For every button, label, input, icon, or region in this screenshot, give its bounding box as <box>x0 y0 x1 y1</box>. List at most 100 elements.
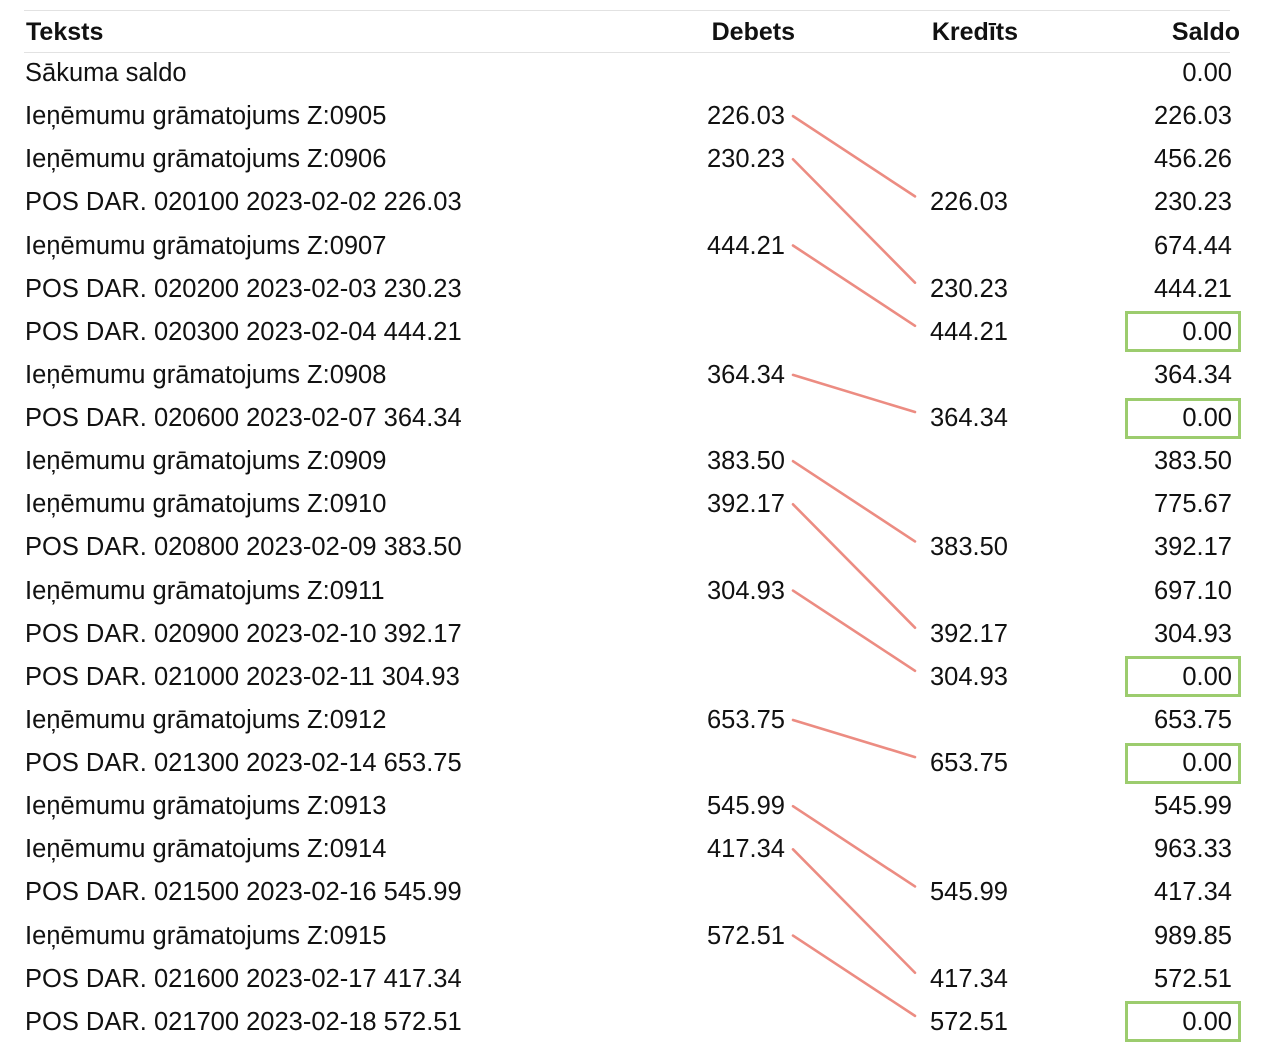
row-text: Ieņēmumu grāmatojums Z:0915 <box>25 921 387 950</box>
table-row: Ieņēmumu grāmatojums Z:0912 653.75 653.75 <box>0 700 1270 740</box>
row-text: POS DAR. 021300 2023-02-14 653.75 <box>25 749 462 778</box>
row-balance: 0.00 <box>1182 1007 1232 1036</box>
table-row: Ieņēmumu grāmatojums Z:0913 545.99 545.99 <box>0 786 1270 826</box>
table-row: POS DAR. 021500 2023-02-16 545.99 545.99 4… <box>0 872 1270 912</box>
row-debit <box>640 1002 785 1042</box>
row-text: Ieņēmumu grāmatojums Z:0911 <box>25 576 385 605</box>
row-credit <box>862 916 1008 956</box>
table-row: POS DAR. 021300 2023-02-14 653.75 653.75 0… <box>0 742 1270 784</box>
top-divider <box>24 10 1230 11</box>
table-row: POS DAR. 021600 2023-02-17 417.34 417.34 5… <box>0 959 1270 999</box>
row-text: Ieņēmumu grāmatojums Z:0908 <box>25 360 387 389</box>
row-credit <box>862 484 1008 524</box>
row-debit <box>640 182 785 222</box>
row-credit <box>862 96 1008 136</box>
row-text: Ieņēmumu grāmatojums Z:0912 <box>25 705 387 734</box>
header-divider <box>24 52 1230 53</box>
row-debit <box>640 53 785 93</box>
row-debit <box>640 312 785 352</box>
row-debit: 392.17 <box>707 490 785 519</box>
table-row: Ieņēmumu grāmatojums Z:0909 383.50 383.50 <box>0 441 1270 481</box>
row-balance: 0.00 <box>1182 662 1232 691</box>
row-balance: 444.21 <box>1154 274 1232 303</box>
table-row: POS DAR. 020800 2023-02-09 383.50 383.50 3… <box>0 527 1270 567</box>
row-credit <box>862 226 1008 266</box>
row-balance: 697.10 <box>1154 576 1232 605</box>
row-text: Ieņēmumu grāmatojums Z:0906 <box>25 145 387 174</box>
row-text: Ieņēmumu grāmatojums Z:0913 <box>25 792 387 821</box>
row-text: POS DAR. 020100 2023-02-02 226.03 <box>25 188 462 217</box>
row-debit <box>640 269 785 309</box>
row-credit: 230.23 <box>930 274 1008 303</box>
row-balance: 392.17 <box>1154 533 1232 562</box>
table-row: Ieņēmumu grāmatojums Z:0905 226.03 226.03 <box>0 96 1270 136</box>
row-debit <box>640 743 785 783</box>
row-balance: 456.26 <box>1154 145 1232 174</box>
table-row: Ieņēmumu grāmatojums Z:0908 364.34 364.34 <box>0 355 1270 395</box>
row-debit <box>640 959 785 999</box>
row-text: Sākuma saldo <box>25 59 187 87</box>
row-balance: 226.03 <box>1154 102 1232 131</box>
row-credit <box>862 355 1008 395</box>
row-debit <box>640 657 785 697</box>
row-debit: 226.03 <box>707 102 785 131</box>
table-row: Ieņēmumu grāmatojums Z:0910 392.17 775.67 <box>0 484 1270 524</box>
row-debit: 364.34 <box>707 360 785 389</box>
row-balance: 0.00 <box>1182 59 1232 87</box>
row-credit <box>862 571 1008 611</box>
row-credit: 392.17 <box>930 619 1008 648</box>
row-credit <box>862 53 1008 93</box>
row-text: POS DAR. 020600 2023-02-07 364.34 <box>25 404 462 433</box>
row-credit: 545.99 <box>930 878 1008 907</box>
row-balance: 572.51 <box>1154 964 1232 993</box>
row-credit <box>862 829 1008 869</box>
row-credit: 572.51 <box>930 1007 1008 1036</box>
row-text: POS DAR. 021000 2023-02-11 304.93 <box>25 662 460 691</box>
row-debit: 572.51 <box>707 921 785 950</box>
row-debit <box>640 872 785 912</box>
table-row: Ieņēmumu grāmatojums Z:0915 572.51 989.85 <box>0 916 1270 956</box>
table-row: POS DAR. 020200 2023-02-03 230.23 230.23 4… <box>0 269 1270 309</box>
table-row: Sākuma saldo 0.00 <box>0 53 1270 93</box>
row-credit: 364.34 <box>930 404 1008 433</box>
row-balance: 0.00 <box>1182 404 1232 433</box>
row-debit: 304.93 <box>707 576 785 605</box>
row-text: Ieņēmumu grāmatojums Z:0909 <box>25 447 387 476</box>
table-row: POS DAR. 021000 2023-02-11 304.93 304.93 0… <box>0 656 1270 698</box>
row-balance: 0.00 <box>1182 317 1232 346</box>
row-text: Ieņēmumu grāmatojums Z:0905 <box>25 102 387 131</box>
row-credit <box>862 441 1008 481</box>
row-credit <box>862 139 1008 179</box>
row-debit: 444.21 <box>707 231 785 260</box>
row-balance: 989.85 <box>1154 921 1232 950</box>
row-text: POS DAR. 021500 2023-02-16 545.99 <box>25 878 462 907</box>
row-balance: 417.34 <box>1154 878 1232 907</box>
zero-balance-highlight <box>1125 1001 1241 1043</box>
zero-balance-highlight <box>1125 397 1241 439</box>
row-debit: 545.99 <box>707 792 785 821</box>
row-text: Ieņēmumu grāmatojums Z:0907 <box>25 231 387 260</box>
row-credit: 304.93 <box>930 662 1008 691</box>
row-balance: 963.33 <box>1154 835 1232 864</box>
row-text: POS DAR. 021600 2023-02-17 417.34 <box>25 964 462 993</box>
zero-balance-highlight <box>1125 311 1241 353</box>
row-debit: 653.75 <box>707 705 785 734</box>
row-balance: 383.50 <box>1154 447 1232 476</box>
column-header-debit: Debets <box>711 18 795 46</box>
row-balance: 653.75 <box>1154 705 1232 734</box>
table-row: Ieņēmumu grāmatojums Z:0907 444.21 674.44 <box>0 226 1270 266</box>
row-text: POS DAR. 020300 2023-02-04 444.21 <box>25 317 462 346</box>
row-debit: 230.23 <box>707 145 785 174</box>
table-row: POS DAR. 020300 2023-02-04 444.21 444.21 0… <box>0 311 1270 353</box>
table-row: POS DAR. 021700 2023-02-18 572.51 572.51 0… <box>0 1001 1270 1043</box>
row-balance: 775.67 <box>1154 490 1232 519</box>
row-text: POS DAR. 020900 2023-02-10 392.17 <box>25 619 462 648</box>
column-header-credit: Kredīts <box>931 18 1018 46</box>
row-credit: 417.34 <box>930 964 1008 993</box>
table-row: Ieņēmumu grāmatojums Z:0914 417.34 963.33 <box>0 829 1270 869</box>
row-balance: 545.99 <box>1154 792 1232 821</box>
table-row: POS DAR. 020100 2023-02-02 226.03 226.03 2… <box>0 182 1270 222</box>
column-header-balance: Saldo <box>1171 18 1240 46</box>
table-row: Ieņēmumu grāmatojums Z:0906 230.23 456.26 <box>0 139 1270 179</box>
